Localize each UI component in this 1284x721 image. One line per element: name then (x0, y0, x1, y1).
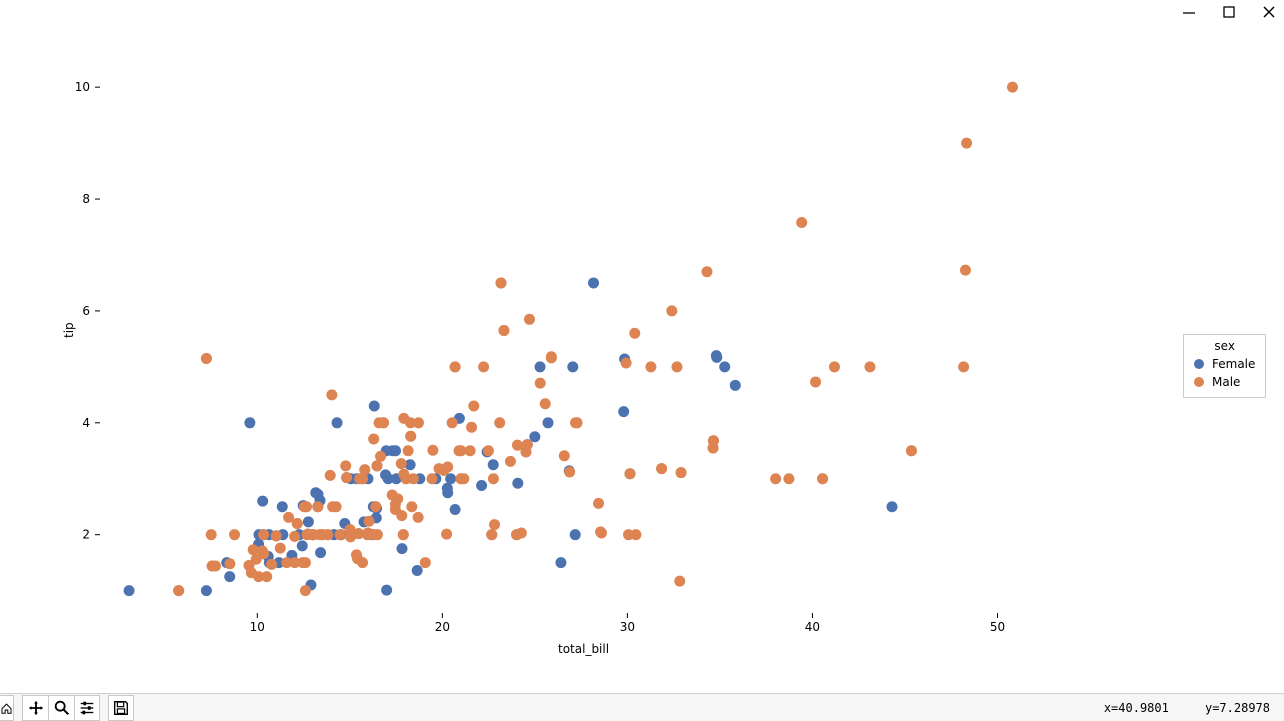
legend-entry: Male (1194, 373, 1255, 391)
svg-text:4: 4 (82, 416, 90, 430)
toolbar-configure-button[interactable] (74, 695, 100, 721)
svg-text:40: 40 (805, 620, 820, 634)
toolbar-pan-button[interactable] (22, 695, 48, 721)
legend: sex FemaleMale (1183, 334, 1266, 398)
plot-area: 10 20 30 40 50 2 4 6 8 10 total_bill tip sex Fema… (0, 0, 1284, 693)
legend-label: Male (1212, 373, 1240, 391)
svg-text:10: 10 (75, 80, 90, 94)
legend-swatch-icon (1194, 359, 1204, 369)
toolbar-save-button[interactable] (108, 695, 134, 721)
toolbar: x=40.9801 y=7.28978 (0, 693, 1284, 721)
svg-text:2: 2 (82, 528, 90, 542)
svg-text:10: 10 (250, 620, 265, 634)
legend-swatch-icon (1194, 377, 1204, 387)
y-axis-label: tip (62, 322, 76, 338)
legend-title: sex (1194, 339, 1255, 353)
scatter-chart: 10 20 30 40 50 2 4 6 8 10 (0, 0, 1284, 693)
svg-text:30: 30 (620, 620, 635, 634)
coordinate-readout: x=40.9801 y=7.28978 (1104, 701, 1284, 715)
app-root: { "window": { "controls": ["minimize", "… (0, 0, 1284, 721)
svg-text:20: 20 (435, 620, 450, 634)
toolbar-home-button[interactable] (0, 695, 14, 721)
x-axis-label: total_bill (558, 642, 609, 656)
toolbar-zoom-button[interactable] (48, 695, 74, 721)
svg-text:8: 8 (82, 192, 90, 206)
svg-text:6: 6 (82, 304, 90, 318)
legend-entry: Female (1194, 355, 1255, 373)
svg-text:50: 50 (990, 620, 1005, 634)
legend-label: Female (1212, 355, 1255, 373)
